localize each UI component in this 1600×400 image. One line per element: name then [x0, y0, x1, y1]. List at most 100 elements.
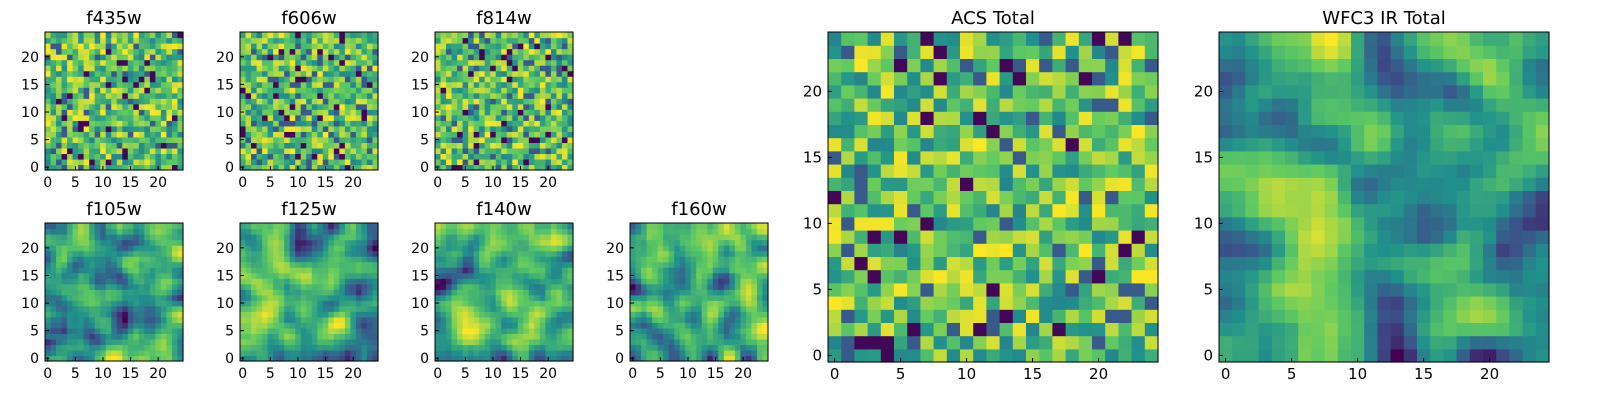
heatmap-cell	[517, 109, 524, 116]
heatmap-cell	[89, 256, 96, 263]
heatmap-cell	[707, 223, 714, 230]
heatmap-cell	[451, 267, 458, 274]
heatmap-cell	[740, 261, 747, 268]
heatmap-cell	[160, 300, 168, 307]
heatmap-cell	[457, 355, 464, 362]
heatmap-cell	[372, 283, 379, 290]
heatmap-cell	[333, 289, 340, 296]
heatmap-cell	[701, 272, 708, 279]
heatmap-cell	[133, 153, 140, 160]
heatmap-cell	[300, 327, 307, 334]
heatmap-cell	[534, 142, 541, 149]
heatmap-cell	[295, 76, 302, 83]
heatmap-cell	[517, 70, 524, 77]
heatmap-cell	[317, 294, 324, 301]
heatmap-cell	[517, 81, 524, 88]
heatmap-cell	[339, 283, 346, 290]
heatmap-cell	[528, 305, 535, 312]
heatmap-cell	[306, 131, 313, 138]
heatmap-cell	[278, 234, 285, 241]
heatmap-cell	[528, 272, 535, 279]
heatmap-cell	[468, 333, 475, 340]
heatmap-cell	[111, 283, 118, 290]
heatmap-cell	[171, 109, 179, 116]
heatmap-cell	[177, 103, 184, 110]
heatmap-cell	[451, 147, 458, 155]
heatmap-cell	[61, 43, 68, 50]
heatmap-cell	[1131, 203, 1146, 218]
heatmap-cell	[284, 76, 291, 83]
heatmap-cell	[440, 48, 447, 55]
heatmap-cell	[457, 153, 464, 160]
heatmap-cell	[366, 164, 374, 171]
heatmap-cell	[707, 294, 714, 301]
heatmap-cell	[501, 120, 508, 127]
heatmap-cell	[841, 203, 855, 218]
heatmap-cell	[78, 234, 85, 241]
heatmap-cell	[149, 261, 156, 268]
heatmap-cell	[828, 309, 842, 323]
heatmap-cell	[501, 250, 508, 257]
heatmap-cell	[501, 153, 508, 160]
heatmap-cell	[133, 239, 140, 246]
heatmap-cell	[534, 59, 541, 66]
heatmap-cell	[539, 278, 546, 285]
heatmap-cell	[344, 70, 351, 77]
heatmap-cell	[122, 65, 129, 72]
heatmap-cell	[350, 338, 357, 346]
heatmap-cell	[89, 344, 96, 351]
heatmap-cell	[366, 228, 374, 235]
heatmap-cell	[479, 333, 486, 340]
heatmap-cell	[451, 142, 458, 149]
heatmap-cell	[679, 349, 686, 357]
heatmap-cell	[111, 239, 118, 246]
heatmap-cell	[67, 256, 74, 263]
heatmap-cell	[155, 131, 162, 138]
heatmap-cell	[729, 333, 736, 340]
heatmap-cell	[50, 43, 57, 50]
heatmap-cell	[484, 234, 491, 241]
heatmap-cell	[567, 256, 574, 263]
heatmap-cell	[72, 316, 79, 323]
heatmap-cell	[854, 203, 869, 218]
heatmap-cell	[361, 294, 368, 301]
heatmap-cell	[111, 32, 118, 39]
heatmap-cell	[484, 267, 491, 274]
heatmap-cell	[317, 349, 324, 357]
heatmap-cell	[1092, 282, 1106, 297]
heatmap-cell	[111, 294, 118, 301]
heatmap-cell	[473, 338, 480, 346]
heatmap-cell	[116, 300, 123, 307]
heatmap-cell	[641, 300, 648, 307]
heatmap-cell	[262, 158, 269, 166]
heatmap-cell	[105, 164, 112, 171]
heatmap-cell	[322, 294, 329, 301]
heatmap-cell	[468, 81, 475, 88]
heatmap-cell	[256, 98, 263, 105]
heatmap-cell	[149, 234, 156, 241]
heatmap-cell	[127, 278, 134, 285]
heatmap-cell	[61, 223, 68, 230]
heatmap-cell	[561, 267, 569, 274]
heatmap-cell	[83, 239, 90, 246]
heatmap-cell	[679, 338, 686, 346]
heatmap-cell	[245, 234, 252, 241]
heatmap-cell	[630, 256, 637, 263]
heatmap-cell	[674, 333, 681, 340]
heatmap-cell	[350, 349, 357, 357]
heatmap-cell	[528, 92, 535, 99]
heatmap-cell	[166, 125, 173, 132]
heatmap-cell	[468, 92, 475, 99]
heatmap-cell	[105, 322, 112, 329]
heatmap-cell	[350, 333, 357, 340]
heatmap-cell	[740, 289, 747, 296]
heatmap-cell	[539, 142, 546, 149]
heatmap-cell	[657, 300, 664, 307]
heatmap-cell	[355, 54, 363, 61]
x-tick-label: 0	[433, 366, 442, 382]
heatmap-cell	[133, 65, 140, 72]
heatmap-cell	[545, 322, 552, 329]
heatmap-cell	[729, 311, 736, 318]
heatmap-cell	[490, 278, 497, 285]
heatmap-cell	[435, 267, 442, 274]
